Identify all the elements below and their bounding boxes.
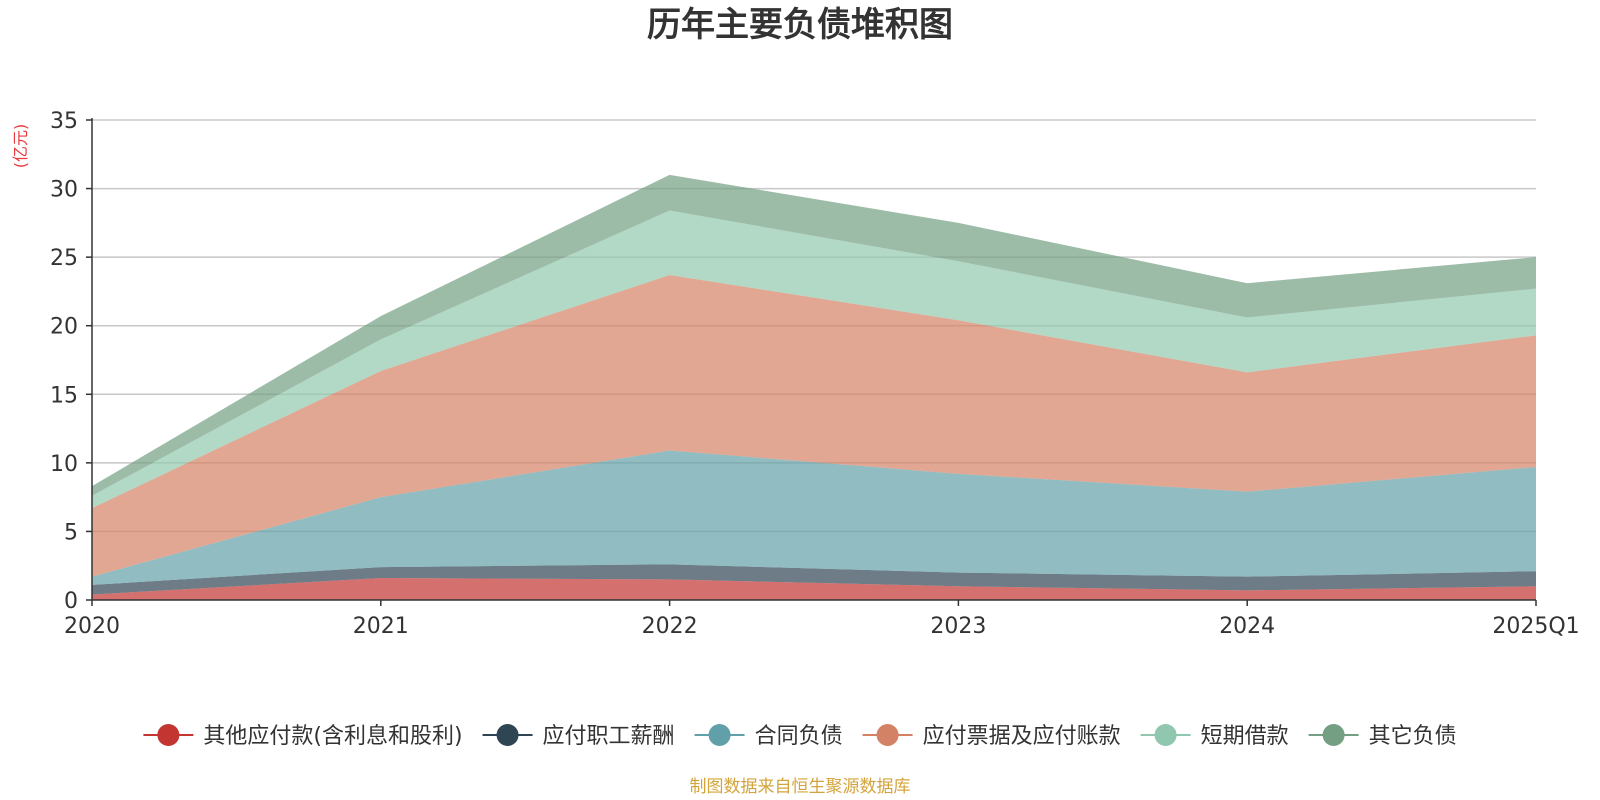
legend-circle-marker [1322, 724, 1345, 746]
axes: 0 5 10 15 20 25 30 35 2020 2021 2022 2023 2024 2025Q1 [50, 109, 1580, 639]
area-series-4 [92, 274, 1536, 577]
x-tick-label: 2023 [930, 614, 986, 639]
y-tick-label: 0 [64, 589, 78, 614]
area-series-2 [92, 564, 1536, 595]
legend-label: 应付票据及应付账款 [923, 724, 1121, 749]
x-tick-label: 2025Q1 [1492, 614, 1579, 639]
legend-item-6[interactable]: 其它负债 [1308, 724, 1457, 749]
legend-label: 合同负债 [755, 724, 843, 749]
y-tick-label: 20 [50, 315, 78, 340]
area-series-5 [92, 210, 1536, 509]
legend-circle-marker [876, 724, 899, 746]
area-series-6 [92, 174, 1536, 496]
y-axis-unit: (亿元) [11, 124, 30, 169]
legend[interactable]: 其他应付款(含利息和股利) 应付职工薪酬 合同负债 应付票据及应付账款 短期借款 其它负债 [143, 724, 1457, 749]
legend-label: 短期借款 [1201, 724, 1289, 749]
y-tick-label: 30 [50, 178, 78, 203]
legend-item-2[interactable]: 应付职工薪酬 [482, 724, 675, 749]
legend-circle-marker [496, 724, 519, 746]
x-tick-label: 2021 [353, 614, 409, 639]
x-tick-label: 2022 [642, 614, 698, 639]
x-tick-label: 2020 [64, 614, 120, 639]
legend-item-4[interactable]: 应付票据及应付账款 [862, 724, 1121, 749]
area-series-1 [92, 578, 1536, 600]
legend-circle-marker [157, 724, 180, 746]
legend-circle-marker [1154, 724, 1177, 746]
x-tick-label: 2024 [1219, 614, 1275, 639]
legend-item-5[interactable]: 短期借款 [1140, 724, 1289, 749]
legend-label: 其它负债 [1369, 724, 1457, 749]
area-series [92, 174, 1536, 600]
legend-circle-marker [708, 724, 731, 746]
legend-label: 应付职工薪酬 [543, 724, 675, 749]
legend-label: 其他应付款(含利息和股利) [203, 724, 462, 749]
y-tick-label: 35 [50, 109, 78, 134]
y-tick-label: 25 [50, 246, 78, 271]
area-series-3 [92, 450, 1536, 585]
chart-title: 历年主要负债堆积图 [647, 5, 953, 45]
source-note: 制图数据来自恒生聚源数据库 [690, 777, 911, 797]
y-tick-label: 10 [50, 452, 78, 477]
y-tick-label: 15 [50, 383, 78, 408]
legend-item-1[interactable]: 其他应付款(含利息和股利) [143, 724, 463, 749]
y-tick-label: 5 [64, 520, 78, 545]
legend-item-3[interactable]: 合同负债 [694, 724, 843, 749]
